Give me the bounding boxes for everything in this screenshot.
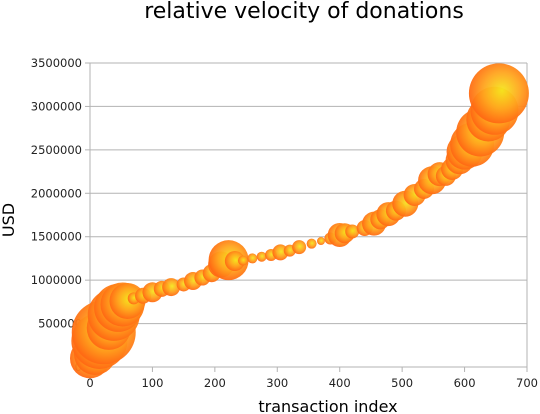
data-bubble — [292, 240, 307, 255]
data-bubble — [224, 251, 245, 272]
y-axis-label: USD — [0, 203, 18, 237]
axis-layer — [85, 62, 528, 372]
data-bubble — [256, 251, 267, 262]
y-tick-label: 3000000 — [31, 99, 82, 113]
y-tick-label: 1500000 — [31, 230, 82, 244]
data-bubble — [162, 278, 181, 297]
grid-layer — [90, 62, 527, 368]
x-tick-label: 100 — [141, 376, 163, 390]
x-tick-label: 700 — [516, 376, 538, 390]
x-axis-label: transaction index — [258, 397, 397, 414]
x-tick-label: 300 — [266, 376, 288, 390]
x-tick-label: 200 — [204, 376, 226, 390]
y-tick-label: 2500000 — [31, 143, 82, 157]
y-tick-label: 1000000 — [31, 273, 82, 287]
data-bubble — [237, 255, 248, 266]
data-bubble — [345, 224, 360, 239]
data-bubble — [468, 63, 529, 124]
y-tick-label: 500000 — [38, 317, 82, 331]
data-bubble — [306, 238, 317, 249]
x-tick-label: 400 — [329, 376, 351, 390]
y-tick-label: 3500000 — [31, 56, 82, 70]
bubble-layer — [70, 63, 529, 379]
data-bubble — [316, 237, 325, 246]
chart-title: relative velocity of donations — [144, 0, 464, 24]
x-tick-label: 500 — [391, 376, 413, 390]
data-bubble — [247, 253, 258, 264]
x-tick-label: 600 — [454, 376, 476, 390]
x-tick-label: 0 — [86, 376, 93, 390]
y-tick-label: 2000000 — [31, 186, 82, 200]
